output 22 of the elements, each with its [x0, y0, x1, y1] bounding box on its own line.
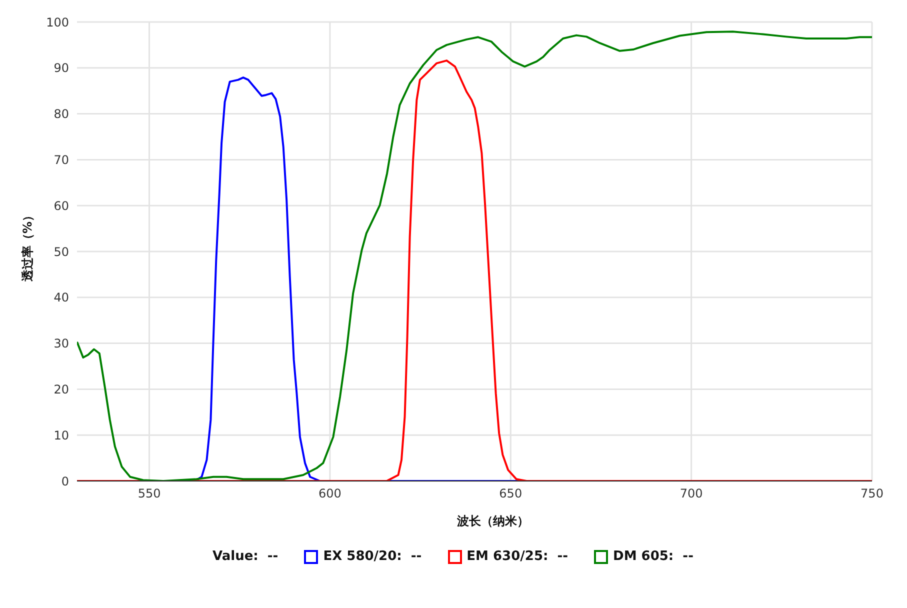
y-tick-label: 100: [46, 15, 69, 30]
x-tick-label: 600: [318, 486, 342, 501]
y-tick-label: 80: [54, 107, 69, 122]
legend-label: EX 580/20: --: [323, 549, 422, 564]
y-tick-label: 30: [54, 336, 69, 351]
y-tick-label: 60: [54, 198, 69, 213]
y-tick-label: 70: [54, 152, 69, 167]
legend-label: DM 605: --: [613, 549, 694, 564]
y-tick-label: 20: [54, 382, 69, 396]
x-tick-label: 650: [499, 486, 522, 501]
y-tick-label: 90: [54, 61, 69, 76]
legend-label: EM 630/25: --: [466, 549, 568, 564]
y-axis-title: 透过率（%）: [20, 209, 34, 282]
y-tick-label: 0: [61, 474, 69, 488]
x-tick-label: 700: [680, 486, 703, 501]
y-tick-label: 40: [54, 290, 69, 305]
x-tick-label: 550: [138, 486, 161, 501]
x-tick-label: 750: [860, 486, 884, 501]
y-tick-label: 10: [54, 428, 69, 442]
text: Value: --: [212, 549, 278, 564]
y-tick-label: 50: [54, 244, 69, 259]
x-axis-title: 波长（纳米）: [457, 514, 529, 528]
